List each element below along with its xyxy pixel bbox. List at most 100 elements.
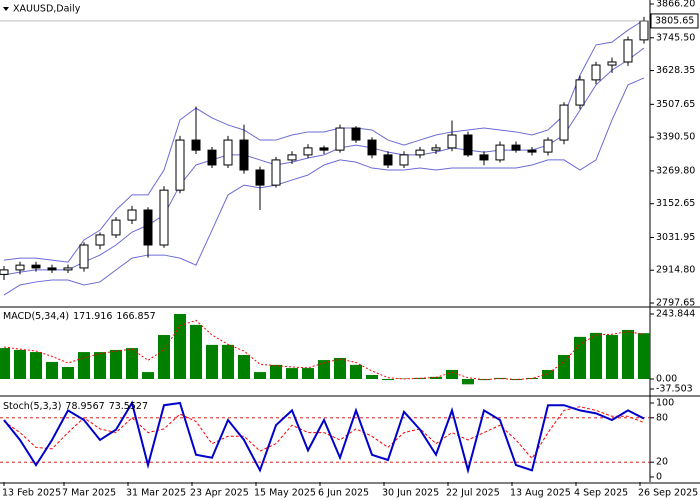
candle-body — [351, 127, 361, 141]
macd-bar — [238, 355, 250, 380]
macd-bar — [286, 368, 298, 380]
macd-bar — [62, 367, 74, 380]
candle-body — [383, 154, 393, 166]
x-tick-label: 23 Apr 2025 — [190, 488, 249, 499]
candle-body — [239, 139, 249, 171]
macd-bar — [46, 361, 58, 380]
macd-bar — [126, 348, 138, 380]
candle-body — [207, 149, 217, 166]
y-tick-label: 3507.65 — [656, 99, 695, 110]
candle-body — [31, 264, 41, 269]
y-tick-label: 0.00 — [656, 374, 677, 385]
macd-bar — [446, 369, 458, 380]
x-tick-label: 4 Sep 2025 — [574, 488, 628, 499]
x-tick-label: 13 Feb 2025 — [2, 488, 61, 499]
x-tick-label: 6 Jun 2025 — [318, 488, 369, 499]
y-tick-label: 2797.65 — [656, 298, 695, 309]
macd-bar — [206, 344, 218, 380]
upper-band — [3, 19, 645, 263]
indicator-title: MACD(5,34,4) 171.916 166.857 — [3, 311, 156, 322]
candle-body — [271, 159, 281, 186]
macd-bar — [510, 379, 522, 381]
chart-title: XAUUSD,Daily — [13, 4, 81, 15]
stoch-k — [3, 400, 645, 475]
x-tick-label: 7 Mar 2025 — [62, 488, 116, 499]
x-tick-label: 15 May 2025 — [254, 488, 316, 499]
y-tick-label: 3745.50 — [656, 32, 695, 43]
candle-body — [159, 189, 169, 246]
macd-bar — [558, 355, 570, 380]
macd-bar — [14, 349, 26, 380]
y-tick-label: 0 — [656, 471, 662, 482]
macd-bar — [270, 364, 282, 380]
candle-body — [559, 104, 569, 141]
y-tick-label: 20 — [656, 457, 668, 468]
macd-bar — [190, 324, 202, 380]
macd-bar — [174, 313, 186, 380]
last-price-box — [650, 13, 699, 29]
macd-bar — [302, 368, 314, 380]
candle-body — [415, 149, 425, 156]
macd-bar — [222, 344, 234, 380]
candle-body — [191, 139, 201, 151]
candle-body — [447, 134, 457, 149]
y-tick-label: 2914.80 — [656, 265, 695, 276]
indicator-value: Stoch(5,3,3) — [3, 401, 61, 412]
candle-body — [175, 139, 185, 191]
candle-body — [63, 267, 73, 271]
y-tick-label: 80 — [656, 412, 668, 423]
x-tick-label: 13 Aug 2025 — [510, 488, 571, 499]
macd-bar — [158, 335, 170, 380]
candle-body — [143, 209, 153, 246]
candle-body — [111, 219, 121, 236]
candle-body — [303, 147, 313, 156]
macd-bar — [638, 333, 650, 380]
macd-bar — [622, 329, 634, 380]
candle-body — [575, 79, 585, 106]
macd-bar — [430, 376, 442, 380]
macd-bar — [382, 379, 394, 381]
menu-arrow[interactable] — [3, 7, 9, 11]
macd-bar — [574, 336, 586, 380]
indicator-value: 166.857 — [116, 311, 155, 322]
y-tick-label: 3866.20 — [656, 0, 695, 10]
candle-body — [255, 169, 265, 186]
macd-bar — [110, 349, 122, 380]
macd-bar — [366, 375, 378, 380]
candle-body — [79, 244, 89, 269]
candle-body — [639, 20, 649, 41]
macd-bar — [94, 352, 106, 380]
indicator-title: Stoch(5,3,3) 78.9567 73.5527 — [3, 401, 148, 412]
middle-band — [3, 47, 645, 276]
indicator-value: 78.9567 — [65, 401, 104, 412]
candle-body — [47, 267, 57, 271]
macd-bar — [542, 369, 554, 380]
x-tick-label: 22 Jul 2025 — [446, 488, 500, 499]
macd-bar — [606, 335, 618, 380]
candle-body — [527, 149, 537, 153]
candle-body — [15, 264, 25, 271]
macd-bar — [350, 364, 362, 380]
macd-bar — [318, 360, 330, 380]
lower-band — [3, 77, 645, 296]
macd-bar — [78, 352, 90, 380]
macd-bar — [334, 357, 346, 380]
indicator-value: 73.5527 — [109, 401, 148, 412]
y-tick-label: 3390.50 — [656, 132, 695, 143]
macd-bar — [0, 348, 10, 380]
macd-bar — [254, 372, 266, 380]
y-tick-label: -37.503 — [656, 384, 693, 395]
indicator-value: MACD(5,34,4) — [3, 311, 69, 322]
candle-body — [543, 139, 553, 153]
candle-body — [623, 39, 633, 63]
stoch-d — [3, 406, 645, 460]
candle-body — [319, 147, 329, 151]
last-price-label: 3805.65 — [655, 15, 694, 26]
macd-bar — [30, 352, 42, 380]
candle-body — [0, 269, 9, 275]
candle-body — [479, 154, 489, 161]
y-tick-label: 3031.95 — [656, 232, 695, 243]
y-tick-label: 3628.35 — [656, 65, 695, 76]
